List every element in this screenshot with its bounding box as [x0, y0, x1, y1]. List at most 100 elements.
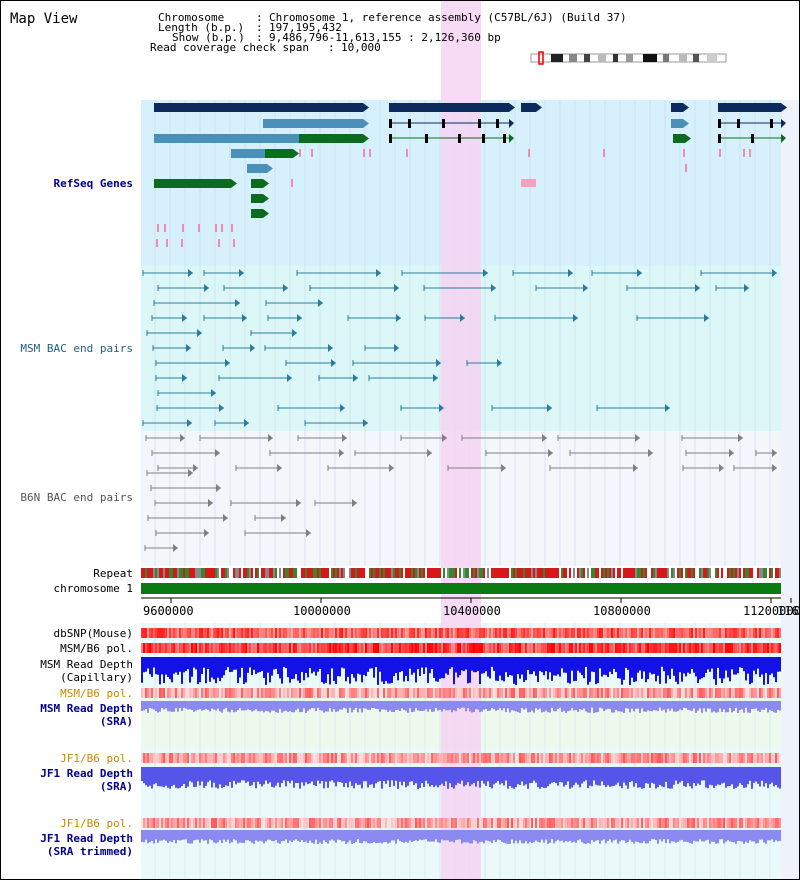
- heat-cell: [285, 753, 287, 763]
- heat-cell: [637, 753, 639, 763]
- depth-bar: [267, 657, 269, 673]
- repeat-mark: [421, 568, 423, 578]
- heat-cell: [573, 818, 575, 828]
- repeat-mark: [323, 568, 325, 578]
- heat-cell: [707, 628, 709, 638]
- depth-bar: [159, 701, 161, 712]
- bac-end: [744, 284, 749, 292]
- track-label-repeat[interactable]: Repeat: [93, 567, 133, 580]
- repeat-mark: [217, 568, 219, 578]
- heat-cell: [727, 753, 729, 763]
- repeat-mark: [225, 568, 227, 578]
- depth-bar: [505, 767, 507, 781]
- depth-bar: [497, 830, 499, 840]
- heat-cell: [405, 643, 407, 653]
- heat-cell: [595, 753, 597, 763]
- track-label-b6n-bac-end-pairs[interactable]: B6N BAC end pairs: [20, 491, 133, 504]
- track-label-jf1-read-depth-trimmed[interactable]: JF1 Read Depth: [40, 832, 133, 845]
- axis-tick-label: 10800000: [593, 604, 651, 618]
- heat-cell: [753, 753, 755, 763]
- heat-cell: [601, 818, 603, 828]
- heat-cell: [193, 628, 195, 638]
- heat-cell: [547, 688, 549, 698]
- repeat-mark: [355, 568, 357, 578]
- depth-bar: [529, 767, 531, 784]
- depth-bar: [169, 701, 171, 712]
- depth-bar: [551, 830, 553, 840]
- depth-bar: [235, 767, 237, 785]
- heat-cell: [497, 753, 499, 763]
- ideogram-band: [626, 54, 633, 62]
- heat-cell: [699, 628, 701, 638]
- track-label-refseq-genes[interactable]: RefSeq Genes: [53, 177, 133, 190]
- heat-cell: [157, 753, 159, 763]
- track-label-jf1-b6-pol[interactable]: JF1/B6 pol.: [60, 752, 133, 765]
- track-label-msm-read-depth-capillary[interactable]: MSM Read Depth: [40, 658, 133, 671]
- heat-cell: [431, 643, 433, 653]
- track-label-msm-b6-pol[interactable]: MSM/B6 pol.: [60, 642, 133, 655]
- depth-bar: [609, 830, 611, 840]
- track-label-dbsnp[interactable]: dbSNP(Mouse): [53, 627, 133, 640]
- heat-cell: [167, 643, 169, 653]
- heat-cell: [267, 643, 269, 653]
- depth-bar: [733, 657, 735, 675]
- depth-bar: [699, 657, 701, 680]
- depth-bar: [671, 830, 673, 842]
- repeat-mark: [615, 568, 617, 578]
- depth-bar: [657, 657, 659, 676]
- gene-exon: [718, 119, 721, 128]
- track-label-msm-b6-pol-sra[interactable]: MSM/B6 pol.: [60, 687, 133, 700]
- depth-bar: [601, 830, 603, 841]
- depth-bar: [541, 767, 543, 788]
- depth-bar: [265, 767, 267, 781]
- depth-bar: [691, 657, 693, 670]
- depth-bar: [529, 701, 531, 713]
- heat-cell: [473, 643, 475, 653]
- heat-cell: [383, 628, 385, 638]
- heat-cell: [207, 753, 209, 763]
- depth-bar: [187, 657, 189, 670]
- depth-bar: [753, 701, 755, 709]
- track-label-chromosome[interactable]: chromosome 1: [53, 582, 133, 595]
- depth-bar: [333, 767, 335, 783]
- repeat-mark: [567, 568, 569, 578]
- heat-cell: [615, 818, 617, 828]
- heat-cell: [635, 688, 637, 698]
- heat-cell: [149, 628, 151, 638]
- repeat-mark: [513, 568, 515, 578]
- depth-bar: [405, 767, 407, 788]
- repeat-mark: [253, 568, 255, 578]
- track-label-jf1-read-depth-sra[interactable]: JF1 Read Depth: [40, 767, 133, 780]
- bac-end: [318, 299, 323, 307]
- depth-bar: [141, 767, 143, 782]
- depth-bar: [663, 657, 665, 672]
- heat-cell: [179, 818, 181, 828]
- depth-bar: [681, 830, 683, 840]
- heat-cell: [609, 628, 611, 638]
- track-label-msm-bac-end-pairs[interactable]: MSM BAC end pairs: [20, 342, 133, 355]
- repeat-mark: [211, 568, 213, 578]
- depth-bar: [389, 830, 391, 843]
- heat-cell: [235, 643, 237, 653]
- heat-cell: [159, 753, 161, 763]
- depth-bar: [163, 701, 165, 710]
- depth-bar: [149, 701, 151, 709]
- depth-bar: [659, 830, 661, 840]
- depth-bar: [295, 701, 297, 711]
- gene-exon: [408, 119, 411, 128]
- depth-bar: [375, 701, 377, 709]
- depth-bar: [271, 767, 273, 787]
- heat-cell: [281, 753, 283, 763]
- track-label-jf1-b6-pol-trimmed[interactable]: JF1/B6 pol.: [60, 817, 133, 830]
- depth-bar: [645, 767, 647, 784]
- heat-cell: [533, 818, 535, 828]
- heat-cell: [269, 643, 271, 653]
- bac-end: [491, 284, 496, 292]
- heat-cell: [525, 628, 527, 638]
- depth-bar: [693, 767, 695, 784]
- depth-bar: [391, 767, 393, 781]
- depth-bar: [353, 657, 355, 678]
- depth-bar: [745, 830, 747, 842]
- track-label-msm-read-depth-sra[interactable]: MSM Read Depth: [40, 702, 133, 715]
